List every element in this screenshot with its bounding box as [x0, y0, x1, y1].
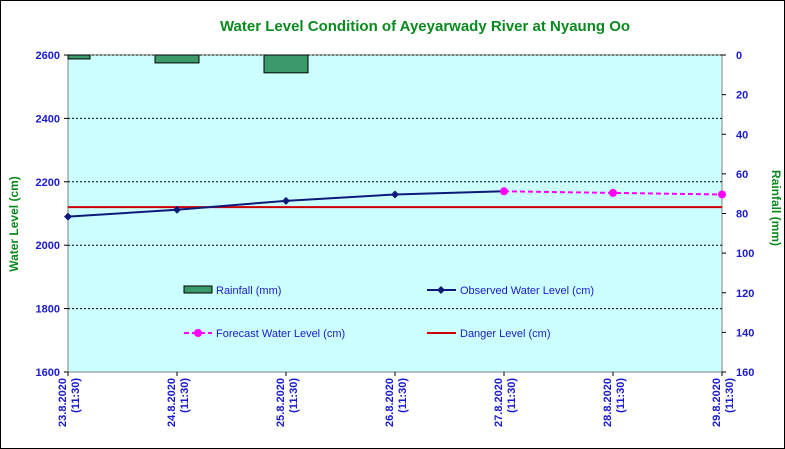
observed-point	[173, 205, 181, 214]
x-tick-date: 29.8.2020	[711, 378, 723, 427]
right-tick-label: 120	[736, 288, 754, 300]
legend-forecast-label: Forecast Water Level (cm)	[216, 328, 345, 340]
x-tick-time: (11:30)	[70, 378, 82, 413]
plot-area	[67, 54, 723, 373]
x-tick-label-3: 26.8.2020 (11:30)	[384, 378, 409, 427]
rainfall-bars	[67, 54, 309, 74]
rainfall-bar	[67, 54, 91, 60]
right-tick-label: 100	[736, 248, 754, 260]
forecast-series	[500, 187, 726, 199]
legend-rainfall-swatch	[183, 285, 213, 294]
x-tick-label-2: 25.8.2020 (11:30)	[275, 378, 300, 427]
x-tick-time: (11:30)	[288, 378, 300, 413]
legend-observed-marker	[437, 286, 445, 294]
x-tick-label-6: 29.8.2020 (11:30)	[711, 378, 736, 427]
right-tick-label: 160	[736, 367, 754, 379]
forecast-point	[718, 190, 726, 199]
x-tick-label-5: 28.8.2020 (11:30)	[602, 378, 627, 427]
forecast-point	[609, 188, 617, 197]
x-tick-date: 24.8.2020	[166, 378, 178, 427]
left-axis-title: Water Level (cm)	[7, 176, 21, 272]
x-tick-time: (11:30)	[506, 378, 518, 413]
right-axis-ticks: 0 20 40 60 80 100 120 140 160	[722, 50, 754, 379]
x-tick-time: (11:30)	[724, 378, 736, 413]
x-tick-time: (11:30)	[397, 378, 409, 413]
x-tick-date: 26.8.2020	[384, 378, 396, 427]
observed-point	[64, 212, 72, 221]
right-axis-title: Rainfall (mm)	[769, 170, 783, 246]
x-tick-date: 25.8.2020	[275, 378, 287, 427]
observed-point	[282, 196, 290, 205]
left-axis-ticks: 1600 1800 2000 2200 2400 2600	[36, 50, 68, 379]
legend-forecast-marker	[194, 329, 202, 337]
forecast-point	[500, 187, 508, 196]
rainfall-bar	[263, 54, 309, 74]
x-tick-date: 23.8.2020	[57, 378, 69, 427]
x-tick-time: (11:30)	[179, 378, 191, 413]
right-tick-label: 80	[736, 209, 748, 221]
x-tick-date: 27.8.2020	[493, 378, 505, 427]
forecast-line	[503, 190, 723, 196]
left-tick-label: 2400	[36, 113, 60, 125]
x-tick-date: 28.8.2020	[602, 378, 614, 427]
observed-series	[64, 190, 505, 221]
right-tick-label: 60	[736, 169, 748, 181]
observed-point	[391, 190, 399, 199]
right-tick-label: 40	[736, 129, 748, 141]
chart-title: Water Level Condition of Ayeyarwady Rive…	[220, 18, 630, 35]
legend: Rainfall (mm) Observed Water Level (cm) …	[183, 285, 594, 340]
rainfall-bar	[154, 54, 200, 64]
left-tick-label: 2000	[36, 240, 60, 252]
x-axis-ticks: 23.8.2020 (11:30) 24.8.2020 (11:30) 25.8.202…	[57, 372, 736, 427]
x-tick-label-0: 23.8.2020 (11:30)	[57, 378, 82, 427]
x-tick-time: (11:30)	[615, 378, 627, 413]
left-tick-label: 2200	[36, 177, 60, 189]
left-tick-label: 1600	[36, 367, 60, 379]
right-tick-label: 0	[736, 50, 742, 62]
legend-rainfall-label: Rainfall (mm)	[216, 285, 281, 297]
right-tick-label: 140	[736, 327, 754, 339]
x-tick-label-4: 27.8.2020 (11:30)	[493, 378, 518, 427]
left-tick-label: 1800	[36, 304, 60, 316]
x-tick-label-1: 24.8.2020 (11:30)	[166, 378, 191, 427]
left-tick-label: 2600	[36, 50, 60, 62]
legend-danger-label: Danger Level (cm)	[460, 328, 550, 340]
right-tick-label: 20	[736, 90, 748, 102]
legend-observed-label: Observed Water Level (cm)	[460, 285, 594, 297]
